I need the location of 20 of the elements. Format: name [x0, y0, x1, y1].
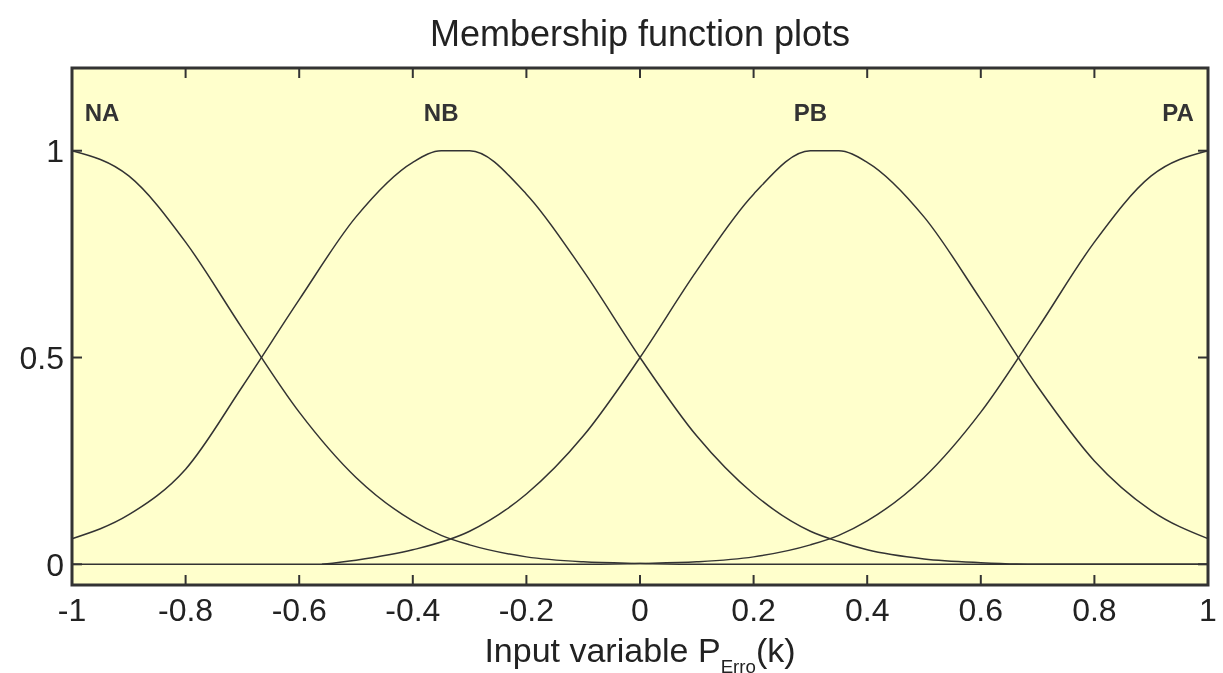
- x-tick-label: -0.2: [498, 592, 554, 628]
- y-tick-label: 1: [46, 132, 64, 169]
- x-tick-label: 1: [1199, 592, 1217, 628]
- series-label: PA: [1162, 98, 1194, 126]
- series-label: PB: [793, 98, 828, 126]
- chart-title: Membership function plots: [429, 13, 851, 54]
- y-tick-label: 0: [46, 546, 64, 583]
- x-tick-label: 0: [631, 592, 649, 628]
- x-tick-label: 0.8: [1072, 592, 1117, 628]
- x-tick-label: 0.2: [731, 592, 776, 628]
- x-tick-label: 0.4: [844, 592, 890, 628]
- x-axis-title: Input variable P$_{Erro}$(k): [484, 631, 796, 673]
- y-tick-label: 0.5: [19, 339, 64, 376]
- x-tick-label: -0.8: [158, 592, 214, 628]
- series-label: NA: [84, 98, 120, 126]
- x-tick-label: -1: [57, 592, 87, 628]
- x-tick-label: -0.6: [271, 592, 327, 628]
- legend-label: NB: [423, 98, 459, 126]
- x-tick-label: -0.4: [385, 592, 441, 628]
- x-tick-label: 0.6: [958, 592, 1004, 628]
